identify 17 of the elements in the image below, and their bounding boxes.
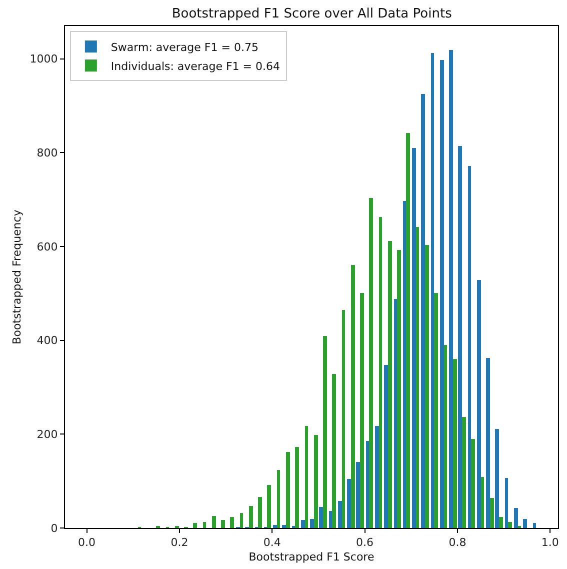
y-axis-title: Bootstrapped Frequency <box>10 209 24 344</box>
y-tick-label: 800 <box>36 146 58 160</box>
x-tick-label: 0.8 <box>448 536 466 550</box>
x-tick-label: 0.6 <box>356 536 374 550</box>
legend-label: Individuals: average F1 = 0.64 <box>110 60 280 73</box>
x-tick-label: 1.0 <box>541 536 559 550</box>
x-axis-title: Bootstrapped F1 Score <box>248 550 374 564</box>
x-tick-label: 0.0 <box>78 536 96 550</box>
y-tick-label: 400 <box>36 334 58 348</box>
y-tick-label: 600 <box>36 240 58 254</box>
x-tick-label: 0.4 <box>263 536 281 550</box>
y-tick-label: 200 <box>36 428 58 442</box>
chart-title: Bootstrapped F1 Score over All Data Points <box>172 6 452 22</box>
x-tick-label: 0.2 <box>170 536 188 550</box>
legend-label: Swarm: average F1 = 0.75 <box>110 40 258 54</box>
y-tick-label: 1000 <box>30 52 58 66</box>
y-tick-label: 0 <box>50 522 58 535</box>
